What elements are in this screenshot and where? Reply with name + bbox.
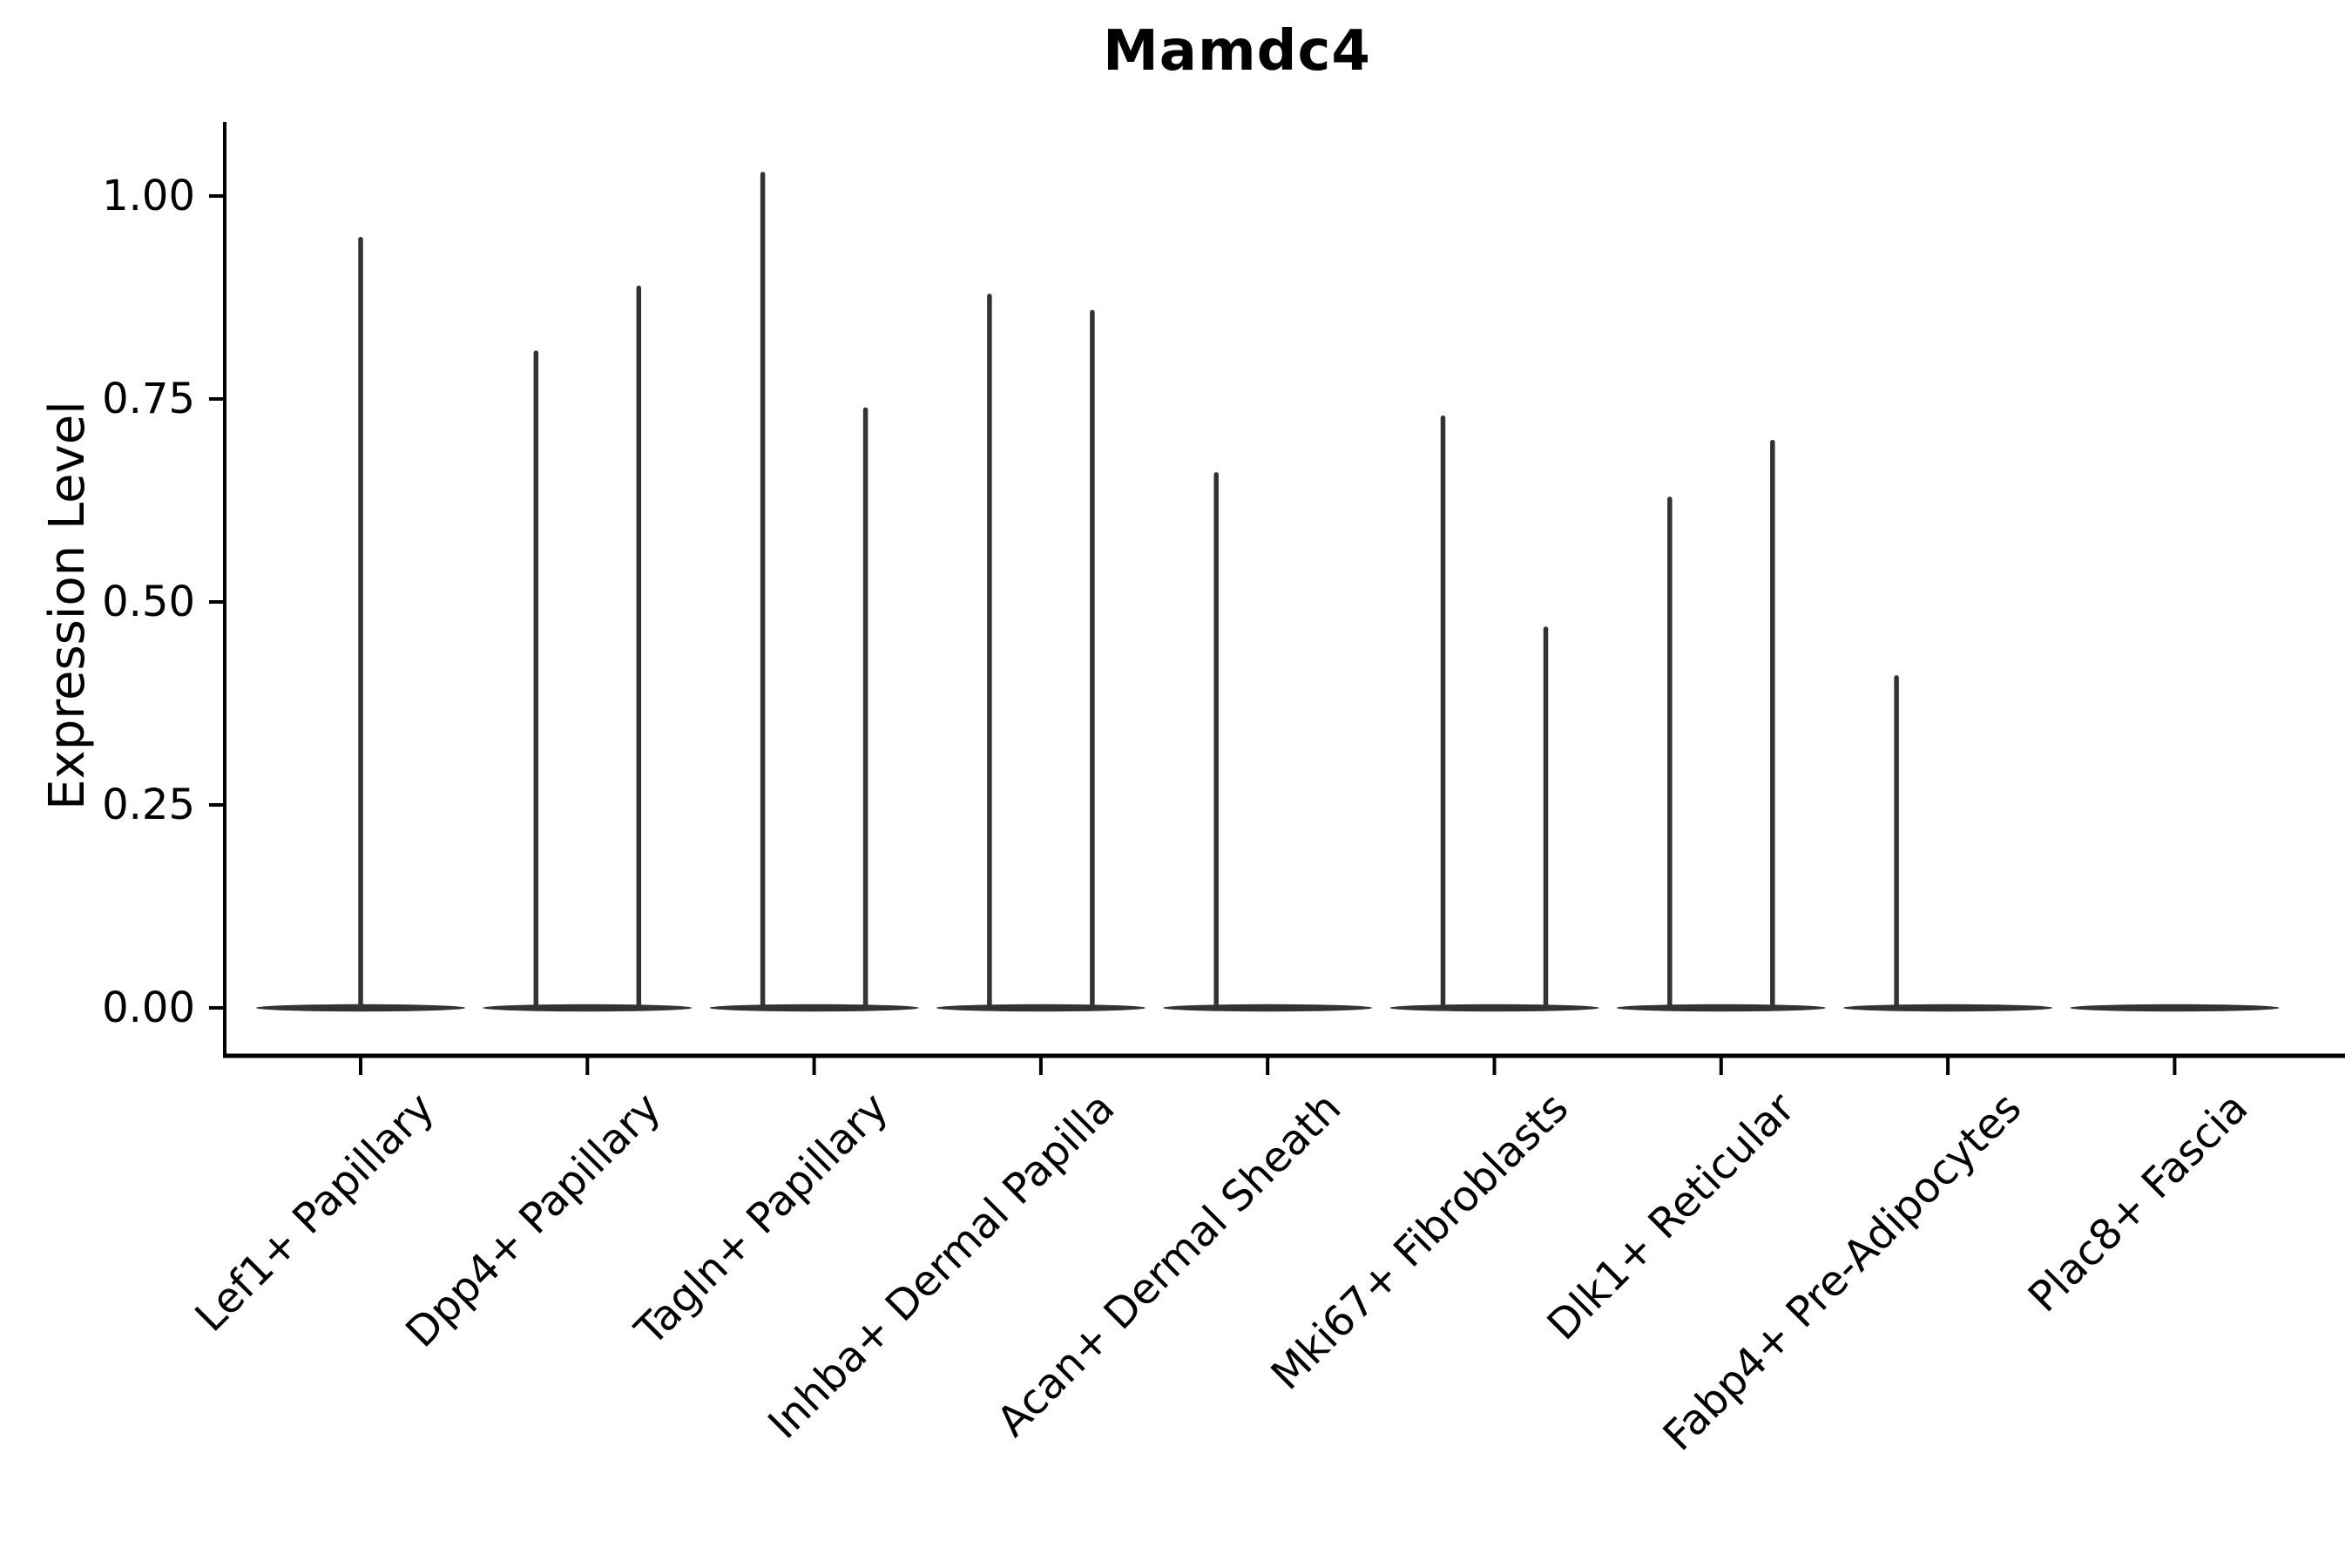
violin-baseline: [1843, 1004, 2053, 1012]
y-tick-label: 1.00: [102, 172, 195, 220]
violin-baseline: [1389, 1004, 1599, 1012]
violin-baseline: [483, 1004, 693, 1012]
y-tick-label: 0.00: [102, 983, 195, 1032]
violin-baseline: [709, 1004, 919, 1012]
y-tick-label: 0.50: [102, 578, 195, 626]
violin-baseline: [2070, 1004, 2280, 1012]
y-tick-label: 0.75: [102, 375, 195, 423]
y-tick-label: 0.25: [102, 781, 195, 829]
violin-baseline: [1616, 1004, 1826, 1012]
violin-baseline: [1163, 1004, 1373, 1012]
chart-title: Mamdc4: [1103, 19, 1371, 84]
violin-baseline: [936, 1004, 1146, 1012]
